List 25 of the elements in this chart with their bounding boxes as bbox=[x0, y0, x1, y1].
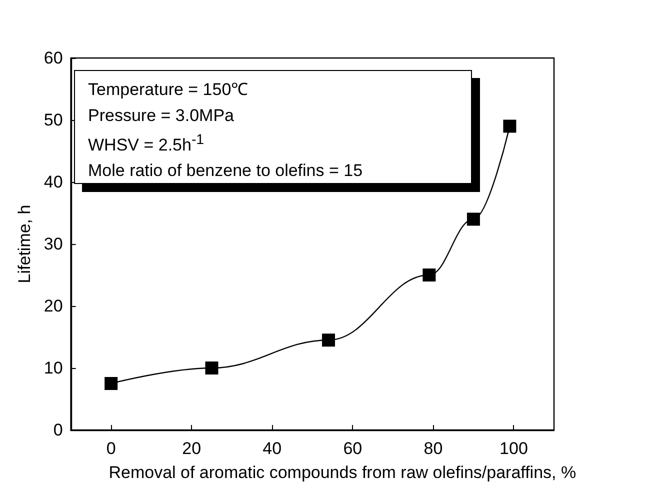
point bbox=[205, 362, 218, 374]
point bbox=[466, 212, 480, 226]
annotation: Temperature = 150℃ bbox=[88, 79, 250, 101]
point bbox=[422, 268, 436, 282]
x-tick-label: 0 bbox=[106, 439, 116, 458]
point bbox=[104, 377, 118, 390]
y-tick-label: 20 bbox=[44, 296, 63, 316]
x-axis-title: Removal of aromatic compounds from raw olefins/paraffins, % bbox=[108, 463, 576, 482]
point bbox=[322, 334, 336, 347]
y-tick-label: 50 bbox=[44, 110, 63, 130]
y-axis-title: Lifetime, h bbox=[15, 204, 34, 284]
annotation: Pressure = 3.0MPa bbox=[88, 104, 235, 126]
y-tick-label: 0 bbox=[53, 420, 63, 440]
annotation: WHSV = 2.5h$^{-1}$ bbox=[88, 131, 206, 157]
y-tick-label: 40 bbox=[44, 172, 63, 192]
x-tick-label: 100 bbox=[500, 439, 528, 458]
x-tick-label: 60 bbox=[343, 439, 362, 458]
y-tick-label: 30 bbox=[44, 234, 63, 254]
x-tick-label: 20 bbox=[182, 439, 202, 458]
y-tick-label: 10 bbox=[44, 358, 63, 378]
point bbox=[503, 120, 516, 133]
x-tick-label: 80 bbox=[424, 439, 443, 458]
y-tick-label: 60 bbox=[44, 48, 63, 68]
x-tick-label: 40 bbox=[262, 439, 282, 458]
annotation: Mole ratio of benzene to olefins = 15 bbox=[88, 160, 363, 182]
